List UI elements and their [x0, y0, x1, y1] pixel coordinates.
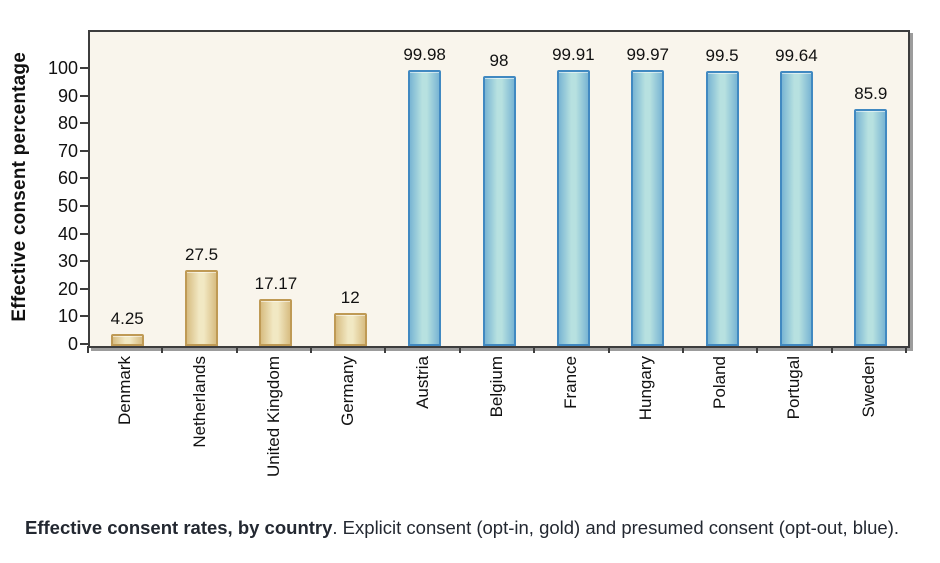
y-tick-mark — [80, 287, 88, 290]
y-tick-mark — [80, 232, 88, 235]
x-tick-mark — [87, 346, 89, 353]
bar-value-label: 85.9 — [854, 83, 888, 103]
y-tick-label: 60 — [57, 168, 78, 189]
bar-hungary — [631, 70, 665, 346]
x-axis-label-hungary: Hungary — [634, 356, 658, 420]
x-axis-label-text: Netherlands — [189, 356, 209, 448]
y-tick-mark — [80, 122, 88, 125]
y-tick-label: 100 — [47, 58, 78, 78]
x-axis-label-text: Poland — [710, 356, 730, 409]
bar-value-label: 27.5 — [184, 245, 219, 265]
y-tick-mark — [80, 205, 88, 207]
y-tick-label: 80 — [57, 113, 78, 134]
x-axis-label-portugal: Portugal — [782, 356, 806, 419]
y-tick-mark — [80, 149, 88, 152]
x-tick-mark — [384, 346, 387, 353]
y-tick-label: 50 — [57, 196, 78, 216]
bar-value-label: 12 — [340, 287, 360, 307]
x-axis-label-netherlands: Netherlands — [188, 356, 212, 448]
x-axis-label-text: Austria — [412, 356, 432, 409]
bar-value-label: 4.25 — [110, 309, 144, 329]
x-axis-label-text: Germany — [338, 356, 358, 426]
bar-france — [556, 70, 590, 346]
x-axis-label-text: Hungary — [635, 356, 655, 421]
x-tick-mark — [830, 346, 833, 353]
x-tick-mark — [458, 346, 461, 353]
x-axis-label-text: United Kingdom — [263, 356, 283, 477]
x-axis-label-text: Belgium — [487, 356, 506, 418]
bar-germany — [333, 312, 367, 346]
y-tick-mark — [80, 343, 88, 345]
y-tick-mark — [80, 94, 88, 97]
x-axis-label-text: Portugal — [784, 356, 804, 420]
x-tick-mark — [756, 346, 759, 353]
bar-value-label: 99.5 — [705, 46, 739, 66]
x-axis-label-text: Denmark — [115, 356, 135, 425]
x-axis-label-text: France — [561, 356, 581, 409]
y-tick-label: 10 — [57, 306, 78, 327]
x-tick-mark — [905, 346, 907, 353]
bar-netherlands — [185, 270, 219, 346]
x-axis-label-denmark: Denmark — [113, 356, 137, 425]
x-axis-label-poland: Poland — [708, 356, 732, 409]
y-tick-label: 30 — [57, 251, 78, 272]
y-tick-label: 20 — [57, 278, 78, 299]
y-tick-mark — [80, 260, 88, 263]
y-tick-mark — [80, 177, 88, 180]
y-axis-title-text: Effective consent percentage — [9, 52, 30, 322]
bar-belgium — [482, 75, 516, 346]
chart-plot-area: 4.25 27.5 17.17 12 99.98 98 99.91 99.97 99.5 99.6… — [88, 30, 910, 348]
x-axis-label-france: France — [559, 356, 583, 409]
x-tick-mark — [235, 346, 238, 353]
x-axis-label-germany: Germany — [336, 356, 360, 426]
bar-united-kingdom — [259, 298, 293, 346]
y-tick-label: 70 — [57, 140, 78, 161]
bar-sweden — [854, 108, 888, 346]
x-axis-label-sweden: Sweden — [857, 356, 881, 417]
x-tick-mark — [681, 346, 684, 353]
bar-value-label: 98 — [489, 50, 509, 70]
x-axis-label-united-kingdom: United Kingdom — [262, 356, 286, 477]
bar-value-label: 99.91 — [552, 45, 595, 65]
x-axis-label-austria: Austria — [411, 356, 435, 409]
y-tick-mark — [80, 315, 88, 318]
x-tick-mark — [533, 346, 536, 353]
bar-value-label: 99.97 — [626, 45, 669, 65]
y-tick-mark — [80, 67, 88, 69]
y-tick-label: 0 — [67, 334, 78, 354]
bar-poland — [705, 71, 739, 346]
y-tick-label: 90 — [57, 85, 78, 106]
bar-value-label: 99.64 — [775, 45, 818, 65]
bar-value-label: 99.98 — [403, 45, 446, 65]
x-tick-mark — [607, 346, 610, 353]
bar-denmark — [110, 334, 144, 346]
caption-text: . Explicit consent (opt-in, gold) and pr… — [332, 516, 900, 538]
x-tick-mark — [310, 346, 313, 353]
x-tick-mark — [161, 346, 164, 353]
x-axis-label-belgium: Belgium — [485, 356, 509, 417]
y-tick-label: 40 — [57, 223, 78, 244]
bar-austria — [408, 70, 442, 346]
bar-portugal — [779, 71, 813, 346]
caption-title: Effective consent rates, by country — [25, 516, 333, 538]
bar-value-label: 17.17 — [254, 273, 298, 293]
x-axis-label-text: Sweden — [858, 356, 878, 418]
figure-caption: Effective consent rates, by country. Exp… — [25, 515, 912, 541]
